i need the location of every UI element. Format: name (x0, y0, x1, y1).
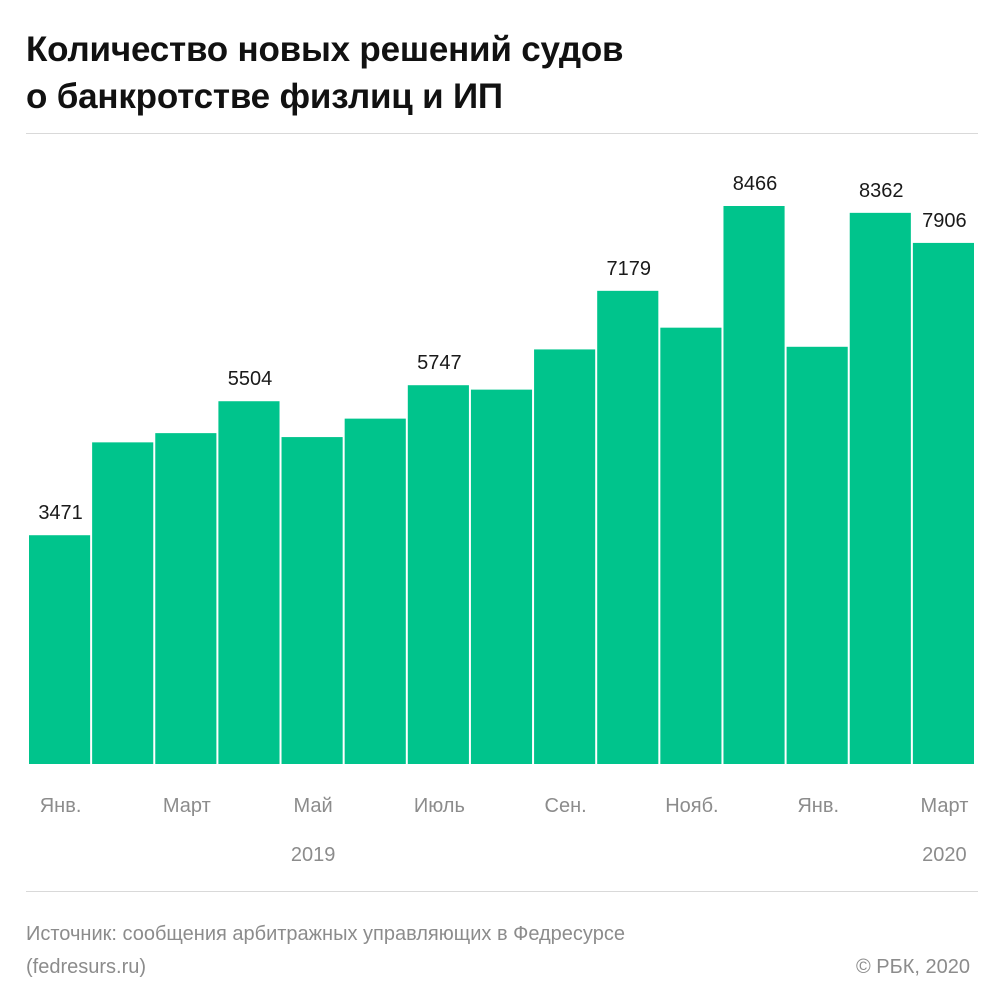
data-label: 8362 (859, 180, 904, 202)
source-note: Источник: сообщения арбитражных управляю… (26, 918, 625, 984)
source-line-2: (fedresurs.ru) (26, 956, 147, 978)
top-divider (26, 133, 978, 134)
bar (407, 385, 469, 764)
x-tick-label: Март (921, 795, 969, 817)
data-label: 3471 (38, 502, 83, 524)
chart-title: Количество новых решений судов о банкрот… (26, 26, 976, 120)
x-tick-label: Нояб. (665, 795, 718, 817)
bar (218, 401, 280, 764)
x-tick-label: Март (163, 795, 211, 817)
x-tick-label: Сен. (545, 795, 587, 817)
x-tick-label: Май (294, 795, 333, 817)
data-label: 8466 (733, 173, 778, 195)
bar (912, 242, 974, 764)
chart-title-line-2: о банкротстве физлиц и ИП (26, 77, 503, 116)
bar (155, 433, 217, 764)
bar (786, 346, 848, 764)
bar (597, 290, 659, 764)
bar (849, 212, 911, 765)
x-tick-label: Июль (414, 795, 465, 817)
bar (344, 418, 406, 764)
x-tick-label: Янв. (797, 795, 839, 817)
bar (534, 349, 596, 764)
year-label: 2020 (922, 844, 967, 866)
data-label: 5747 (417, 352, 462, 374)
data-label: 7906 (922, 210, 967, 232)
copyright-note: © РБК, 2020 (855, 956, 970, 978)
year-label: 2019 (291, 844, 336, 866)
chart-title-line-1: Количество новых решений судов (26, 30, 624, 69)
data-label: 7179 (607, 258, 652, 280)
bar (660, 327, 722, 764)
source-line-1: Источник: сообщения арбитражных управляю… (26, 923, 625, 945)
bar (470, 389, 533, 764)
data-label: 5504 (228, 368, 273, 390)
bar (29, 535, 91, 764)
bar (723, 206, 785, 764)
x-tick-label: Янв. (40, 795, 82, 817)
bar (92, 442, 154, 764)
bottom-divider (26, 891, 978, 892)
bar (281, 437, 343, 764)
